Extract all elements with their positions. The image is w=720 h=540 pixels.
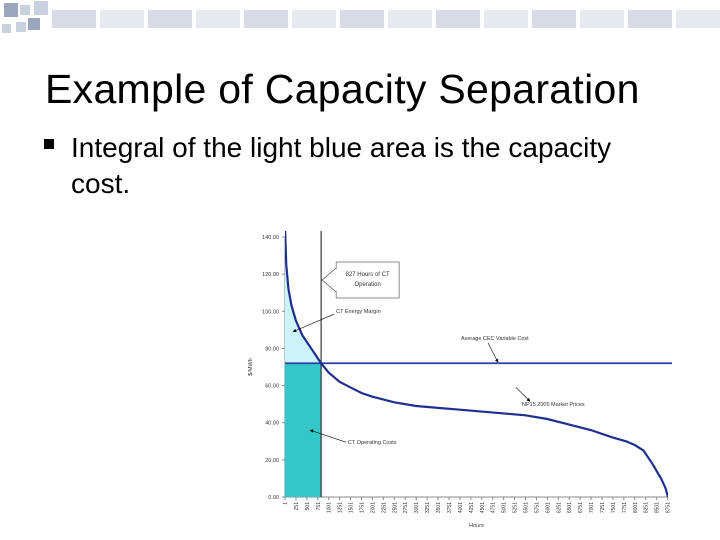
deco-square	[20, 5, 30, 15]
price-duration-chart: 0.00 20.00 40.00 60.00 80.00 100.00 120.00 140.…	[248, 231, 672, 529]
ct-operating-costs-arrow	[309, 429, 347, 443]
y-tick-label: 80.00	[265, 346, 279, 352]
deco-bar-segment	[580, 10, 624, 28]
x-axis-label: Hours	[469, 523, 484, 529]
x-tick-label: 8001	[633, 502, 639, 513]
ct-hours-callout-arrow	[321, 267, 337, 293]
x-tick-label: 5751	[534, 502, 540, 513]
market-prices-arrow	[515, 387, 531, 402]
deco-square	[2, 24, 11, 33]
x-tick-label: 7001	[589, 502, 595, 513]
y-tick-label: 100.00	[262, 309, 279, 315]
deco-bar-segment	[52, 10, 96, 28]
x-tick-label: 8251	[644, 502, 650, 513]
x-tick-label: 3001	[414, 502, 420, 513]
y-axis-label: $/MWh	[248, 358, 254, 375]
x-tick-label: 2751	[403, 502, 409, 513]
x-tick-label: 4751	[491, 502, 497, 513]
deco-bar-segment	[484, 10, 528, 28]
square-bullet-icon	[44, 139, 54, 149]
average-cost-label: Average CEC Variable Cost	[461, 336, 529, 342]
deco-bar-segment	[340, 10, 384, 28]
x-tick-label: 1751	[360, 502, 366, 513]
x-tick-label: 2001	[370, 502, 376, 513]
x-tick-label: 6751	[578, 502, 584, 513]
x-tick-label: 3501	[436, 502, 442, 513]
x-tick-label: 5501	[523, 502, 529, 513]
y-tick-label: 0.00	[268, 495, 279, 501]
x-tick-label: 4251	[469, 502, 475, 513]
decorative-squares	[2, 1, 720, 33]
deco-bar-segment	[388, 10, 432, 28]
x-tick-label: 4001	[458, 502, 464, 513]
x-tick-label: 751	[316, 502, 322, 511]
x-tick-label: 1251	[338, 502, 344, 513]
deco-square	[28, 18, 40, 30]
ct-operating-costs-label: CT Operating Costs	[348, 440, 397, 446]
x-tick-label: 5001	[502, 502, 508, 513]
x-tick-label: 1501	[349, 502, 355, 513]
x-tick-label: 5251	[513, 502, 519, 513]
deco-bar-segment	[196, 10, 240, 28]
deco-bar-segment	[148, 10, 192, 28]
x-tick-label: 1001	[327, 502, 333, 513]
x-tick-label: 7751	[622, 502, 628, 513]
y-tick-label: 140.00	[262, 235, 279, 241]
deco-bar-segment	[244, 10, 288, 28]
y-tick-label: 120.00	[262, 272, 279, 278]
x-tick-label: 8751	[666, 502, 672, 513]
x-tick-label: 7251	[600, 502, 606, 513]
slide-title: Example of Capacity Separation	[45, 66, 640, 112]
x-tick-label: 501	[305, 502, 311, 511]
deco-bar-segment	[100, 10, 144, 28]
x-tick-label: 6001	[545, 502, 551, 513]
x-tick-label: 4501	[480, 502, 486, 513]
ct-hours-callout-text: 827 Hours of CT	[346, 272, 390, 278]
x-tick-label: 3751	[447, 502, 453, 513]
y-tick-label: 20.00	[265, 458, 279, 464]
deco-square	[34, 1, 48, 15]
x-tick-label: 7501	[611, 502, 617, 513]
ct-operating-cost-area	[285, 363, 322, 497]
deco-bar-segment	[628, 10, 672, 28]
x-tick-label: 6501	[567, 502, 573, 513]
deco-bar-segment	[292, 10, 336, 28]
ct-energy-margin-label: CT Energy Margin	[336, 309, 381, 315]
x-tick-label: 251	[294, 502, 300, 511]
market-prices-label: NP15 2005 Market Prices	[522, 402, 585, 408]
x-tick-label: 2251	[381, 502, 387, 513]
market-price-curve	[285, 231, 668, 497]
bullet-text: Integral of the light blue area is the c…	[71, 132, 612, 199]
deco-square	[16, 22, 26, 32]
x-tick-label: 3251	[425, 502, 431, 513]
deco-bar-segment	[532, 10, 576, 28]
ct-hours-callout-text: Operation	[354, 282, 380, 288]
ct-energy-margin-arrow	[292, 313, 335, 333]
x-tick-label: 2501	[392, 502, 398, 513]
y-tick-label: 40.00	[265, 421, 279, 427]
x-tick-label: 6251	[556, 502, 562, 513]
y-tick-label: 60.00	[265, 384, 279, 390]
x-tick-label: 1	[283, 502, 289, 505]
deco-square	[4, 3, 18, 17]
x-tick-label: 8501	[655, 502, 661, 513]
average-cost-arrow	[487, 342, 499, 363]
ct-hours-callout-box	[335, 261, 400, 299]
deco-bar-segment	[436, 10, 480, 28]
deco-bar-segment	[676, 10, 720, 28]
